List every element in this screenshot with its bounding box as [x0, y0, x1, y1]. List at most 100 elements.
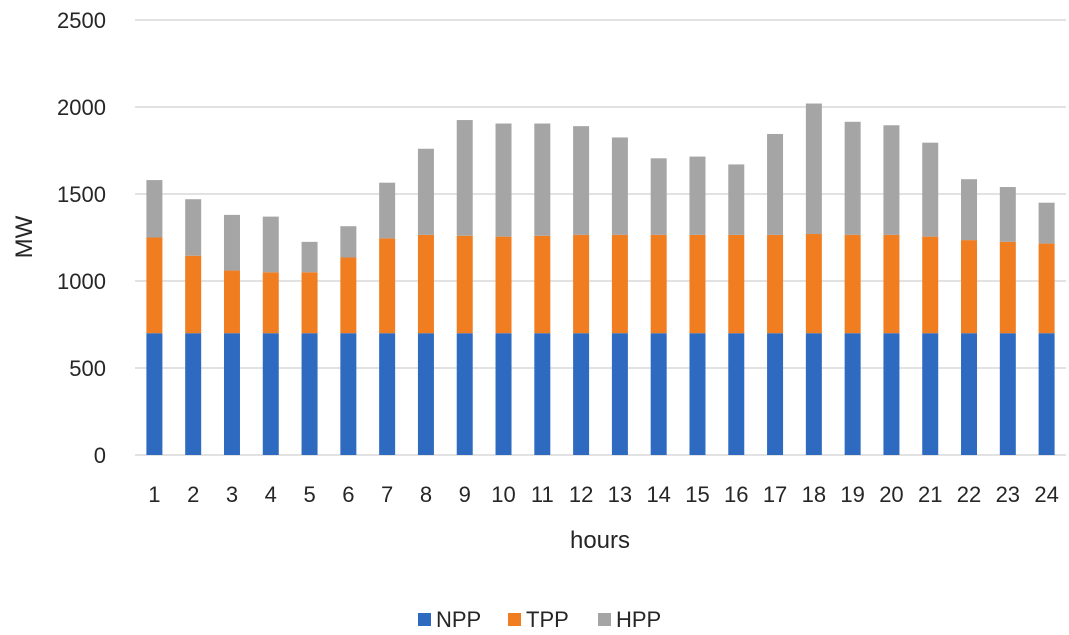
bar-tpp-12: [573, 234, 590, 334]
legend-label-tpp: TPP: [526, 607, 569, 632]
grid-lines: [135, 19, 1066, 456]
bar-hpp-4: [262, 216, 279, 273]
bar-tpp-24: [1038, 243, 1055, 334]
y-tick-labels: 0 500 1000 1500 2000 2500: [57, 8, 106, 468]
x-tick-label: 8: [420, 482, 432, 507]
x-tick-label: 6: [342, 482, 354, 507]
bar-tpp-10: [495, 236, 512, 334]
bar-tpp-2: [185, 255, 202, 334]
bar-tpp-6: [340, 257, 357, 334]
bar-npp-12: [573, 333, 590, 455]
bar-tpp-5: [301, 272, 318, 334]
x-tick-label: 20: [879, 482, 903, 507]
bar-npp-13: [611, 333, 628, 455]
x-axis-title: hours: [570, 527, 630, 554]
bar-tpp-4: [262, 272, 279, 334]
bar-npp-22: [961, 333, 978, 455]
x-tick-label: 2: [187, 482, 199, 507]
bar-hpp-2: [185, 199, 202, 256]
x-tick-label: 22: [957, 482, 981, 507]
x-tick-label: 7: [381, 482, 393, 507]
x-tick-label: 3: [226, 482, 238, 507]
bar-tpp-8: [417, 234, 434, 334]
bar-hpp-20: [883, 125, 900, 235]
bar-tpp-20: [883, 234, 900, 334]
bar-npp-9: [456, 333, 473, 455]
bar-npp-10: [495, 333, 512, 455]
legend-label-npp: NPP: [436, 607, 481, 632]
bar-hpp-6: [340, 226, 357, 258]
bar-hpp-5: [301, 241, 318, 273]
bar-tpp-18: [805, 234, 822, 334]
bar-hpp-22: [961, 179, 978, 241]
bar-hpp-7: [379, 182, 396, 239]
bar-npp-19: [844, 333, 861, 455]
x-tick-label: 16: [724, 482, 748, 507]
bar-npp-5: [301, 333, 318, 455]
x-tick-label: 21: [918, 482, 942, 507]
bar-tpp-21: [922, 236, 939, 334]
x-tick-label: 23: [996, 482, 1020, 507]
bar-tpp-22: [961, 240, 978, 334]
bar-npp-14: [650, 333, 667, 455]
x-tick-label: 19: [840, 482, 864, 507]
bar-hpp-19: [844, 121, 861, 235]
bar-npp-15: [689, 333, 706, 455]
bar-npp-23: [999, 333, 1016, 455]
bar-hpp-15: [689, 156, 706, 235]
legend-swatch-hpp: [598, 613, 611, 626]
x-tick-labels: 1 2 3 4 5 6 7 8 9 10 11 12 13 14 15 16 17 18 19 20 21 22 23 24: [148, 482, 1059, 507]
bar-npp-17: [767, 333, 784, 455]
y-tick-label: 500: [69, 356, 106, 381]
bar-hpp-21: [922, 142, 939, 237]
bar-hpp-9: [456, 120, 473, 236]
y-tick-label: 2500: [57, 8, 106, 33]
bar-hpp-11: [534, 123, 551, 236]
bar-tpp-1: [146, 237, 163, 334]
bar-hpp-13: [611, 137, 628, 235]
bar-npp-20: [883, 333, 900, 455]
x-tick-label: 4: [265, 482, 277, 507]
bar-npp-21: [922, 333, 939, 455]
x-tick-label: 11: [531, 482, 554, 507]
legend-label-hpp: HPP: [616, 607, 661, 632]
bar-hpp-16: [728, 164, 745, 235]
x-tick-label: 13: [608, 482, 632, 507]
x-tick-label: 14: [646, 482, 670, 507]
x-tick-label: 17: [763, 482, 787, 507]
y-tick-label: 1500: [57, 182, 106, 207]
y-tick-label: 0: [94, 443, 106, 468]
bar-tpp-3: [223, 270, 240, 334]
bar-hpp-18: [805, 103, 822, 235]
bar-npp-24: [1038, 333, 1055, 455]
y-tick-label: 1000: [57, 269, 106, 294]
bar-tpp-14: [650, 234, 667, 334]
bar-npp-11: [534, 333, 551, 455]
bar-tpp-23: [999, 241, 1016, 334]
bar-tpp-7: [379, 238, 396, 334]
y-axis-title: MW: [11, 215, 38, 258]
x-tick-label: 12: [569, 482, 593, 507]
x-tick-label: 18: [802, 482, 826, 507]
bar-npp-8: [417, 333, 434, 455]
x-tick-label: 10: [491, 482, 515, 507]
bar-npp-16: [728, 333, 745, 455]
bar-npp-4: [262, 333, 279, 455]
bar-hpp-24: [1038, 202, 1055, 244]
bar-hpp-3: [223, 214, 240, 271]
bar-npp-1: [146, 333, 163, 455]
bar-hpp-17: [767, 133, 784, 235]
bar-npp-6: [340, 333, 357, 455]
bar-tpp-19: [844, 234, 861, 334]
bar-npp-3: [223, 333, 240, 455]
bar-npp-2: [185, 333, 202, 455]
bar-tpp-17: [767, 234, 784, 334]
bar-npp-7: [379, 333, 396, 455]
x-tick-label: 15: [685, 482, 709, 507]
bar-hpp-23: [999, 187, 1016, 242]
bar-tpp-15: [689, 234, 706, 334]
legend-swatch-tpp: [508, 613, 521, 626]
bar-hpp-10: [495, 123, 512, 237]
